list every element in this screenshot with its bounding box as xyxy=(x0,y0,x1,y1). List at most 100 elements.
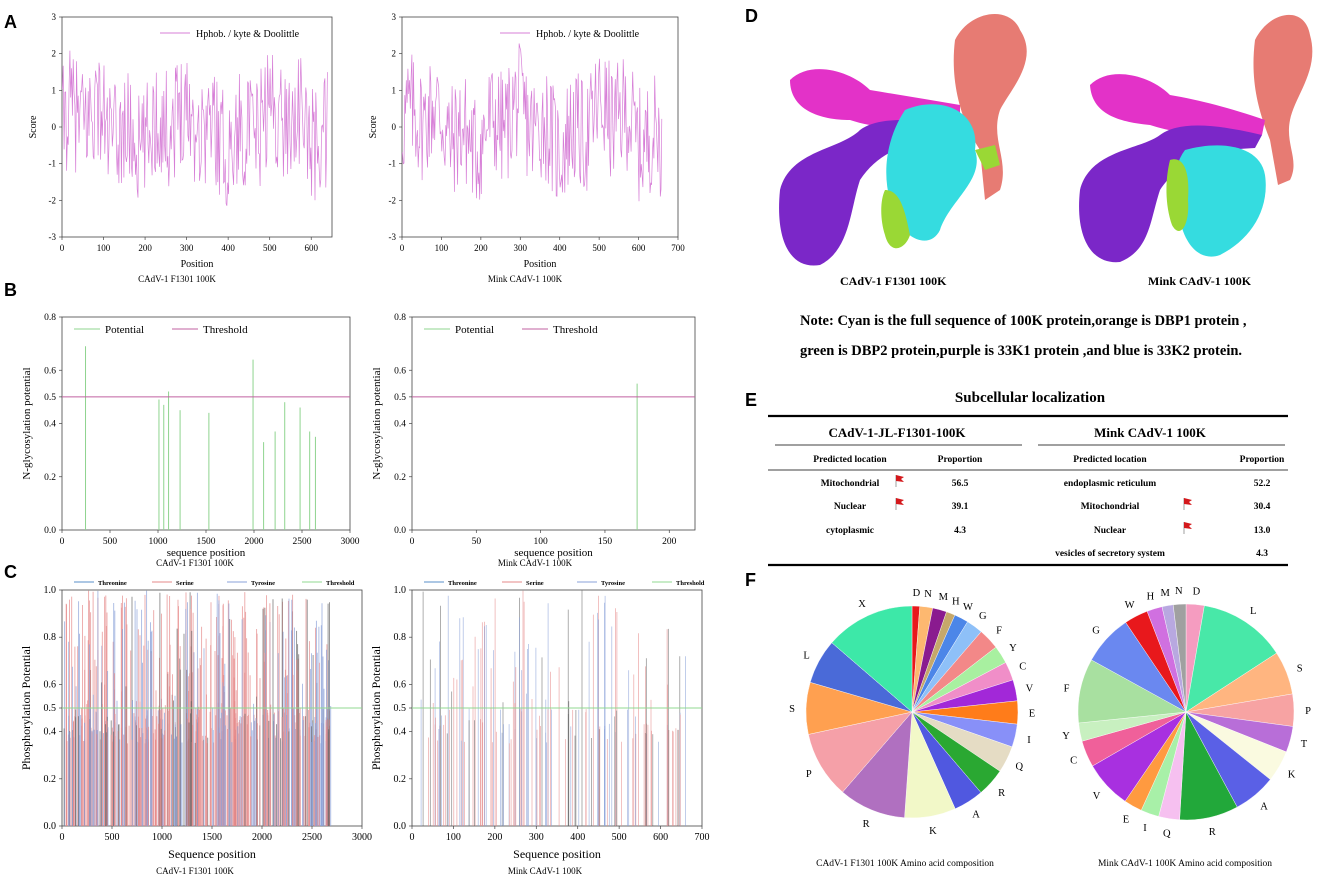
x-tick-label: 600 xyxy=(632,243,646,253)
x-tick-label: 700 xyxy=(695,832,710,843)
flag-icon xyxy=(896,498,904,505)
x-tick-label: 300 xyxy=(180,243,194,253)
y-tick-label: 0.2 xyxy=(394,473,406,483)
table-cell: 30.4 xyxy=(1254,502,1271,512)
x-axis-label: Sequence position xyxy=(513,847,601,861)
y-tick-label: 0.5 xyxy=(394,703,407,714)
legend-label: Threonine xyxy=(98,580,127,587)
pie-slice-label: L xyxy=(1250,606,1256,617)
pie-slice-label: Y xyxy=(1009,643,1017,654)
chart-a2: 0 100 200 300 400 500 600 700 -3 -2 -1 0 1 2 3 Position… xyxy=(368,12,685,284)
pie-slice-label: Q xyxy=(1163,829,1171,840)
protein-structure-right xyxy=(1079,14,1313,263)
y-tick-label: 0.6 xyxy=(44,679,57,690)
pie-slice-label: C xyxy=(1070,755,1077,766)
chart-b1: 0 500 1000 1500 2000 2500 3000 0.0 0.2 0.4 0.5 0.6 0… xyxy=(21,313,360,568)
y-tick-label: -2 xyxy=(389,195,397,205)
x-tick-label: 100 xyxy=(97,243,111,253)
flag-icon xyxy=(896,475,904,482)
x-tick-label: 500 xyxy=(612,832,627,843)
pie-slice-label: R xyxy=(1209,827,1216,838)
pie-slice-label: A xyxy=(972,809,980,820)
y-tick-label: -3 xyxy=(389,232,397,242)
legend-label: Hphob. / kyte & Doolittle xyxy=(196,29,300,40)
table-cell: 52.2 xyxy=(1254,479,1271,489)
x-tick-label: 2500 xyxy=(302,832,322,843)
series-line xyxy=(62,50,328,206)
y-tick-label: 2 xyxy=(392,49,397,59)
x-tick-label: 200 xyxy=(474,243,488,253)
y-tick-label: 0.6 xyxy=(44,366,56,376)
y-tick-label: -1 xyxy=(49,159,57,169)
flag-icon xyxy=(1184,522,1192,529)
series-line xyxy=(402,43,663,202)
pie-slice-label: I xyxy=(1143,823,1147,834)
pie-slice-label: Y xyxy=(1062,731,1070,742)
pie-slice xyxy=(1172,603,1187,713)
x-tick-label: 500 xyxy=(592,243,606,253)
y-tick-label: 0.0 xyxy=(394,821,407,832)
pie-slice-label: F xyxy=(1064,684,1070,695)
chart-caption: CAdV-1 F1301 100K xyxy=(156,866,234,876)
pie-slice-label: K xyxy=(1288,769,1296,780)
plot-frame xyxy=(411,316,696,531)
pie-slice-label: Q xyxy=(1016,762,1024,773)
pie-slice-label: M xyxy=(939,592,949,603)
y-tick-label: 0.2 xyxy=(44,473,56,483)
chart-caption: Mink CAdV-1 100K xyxy=(488,274,563,284)
table-rows: Mitochondrial 56.5 Nuclear 39.1 cytoplasmic 4… xyxy=(821,475,1271,559)
x-axis-label: sequence position xyxy=(514,547,593,559)
y-tick-label: 0.4 xyxy=(44,727,57,738)
flag-icon xyxy=(1184,498,1192,505)
chart-caption: Mink CAdV-1 100K xyxy=(498,558,573,568)
chart-caption: Mink CAdV-1 100K xyxy=(508,866,583,876)
legend-label: Serine xyxy=(526,580,544,587)
legend-label: Tyrosine xyxy=(251,580,275,587)
x-tick-label: 2000 xyxy=(245,537,264,547)
x-tick-label: 1000 xyxy=(149,537,168,547)
y-tick-label: 1 xyxy=(392,85,397,95)
x-axis-label: Position xyxy=(524,259,557,270)
table-cell: endoplasmic reticulum xyxy=(1064,479,1157,489)
protein-structure-left xyxy=(779,13,1027,266)
y-tick-label: 0.5 xyxy=(44,703,57,714)
chart-c2: 0 100 200 300 400 500 600 700 0.0 0.2 0.4 0.5 0.6 0.8… xyxy=(369,580,710,876)
table-cell: 56.5 xyxy=(952,479,969,489)
y-tick-label: 1.0 xyxy=(44,585,57,596)
pie-slice-label: T xyxy=(1301,739,1308,750)
note-line-2: green is DBP2 protein,purple is 33K1 pro… xyxy=(800,343,1242,359)
y-axis-label: N-glycosylation potential xyxy=(21,367,33,479)
x-tick-label: 400 xyxy=(221,243,235,253)
structure-caption-right: Mink CAdV-1 100K xyxy=(1148,274,1252,288)
legend-label: Threshold xyxy=(676,580,705,587)
y-tick-label: -3 xyxy=(49,232,57,242)
y-tick-label: 3 xyxy=(52,12,57,22)
x-tick-label: 100 xyxy=(534,537,549,547)
x-axis-label: sequence position xyxy=(167,547,246,559)
x-tick-label: 600 xyxy=(304,243,318,253)
y-tick-label: 0.4 xyxy=(394,420,406,430)
y-tick-label: 0.2 xyxy=(44,774,57,785)
chart-a1: 0 100 200 300 400 500 600 -3 -2 -1 0 1 2 3 Position Sco… xyxy=(28,12,333,284)
y-axis-label: Score xyxy=(368,115,379,138)
y-tick-label: 0.5 xyxy=(394,393,406,403)
pie-slice-label: F xyxy=(996,626,1002,637)
x-tick-label: 400 xyxy=(553,243,567,253)
y-axis-label: N-glycosylation potential xyxy=(371,367,383,479)
legend-label: Threshold xyxy=(326,580,355,587)
y-tick-label: 0.0 xyxy=(394,526,406,536)
legend-label: Potential xyxy=(105,324,144,336)
pie-slice-label: D xyxy=(913,588,921,599)
x-tick-label: 50 xyxy=(472,537,482,547)
chart-caption: CAdV-1 F1301 100K xyxy=(156,558,234,568)
y-tick-label: 0.6 xyxy=(394,366,406,376)
col-header: Proportion xyxy=(938,455,983,465)
x-tick-label: 1500 xyxy=(197,537,216,547)
panel-label-d: D xyxy=(745,6,758,26)
x-tick-label: 500 xyxy=(103,537,118,547)
legend-label: Tyrosine xyxy=(601,580,625,587)
pie-slice-label: L xyxy=(803,651,809,662)
pie-slice-label: H xyxy=(952,596,960,607)
pie-slice-label: N xyxy=(1175,586,1183,597)
